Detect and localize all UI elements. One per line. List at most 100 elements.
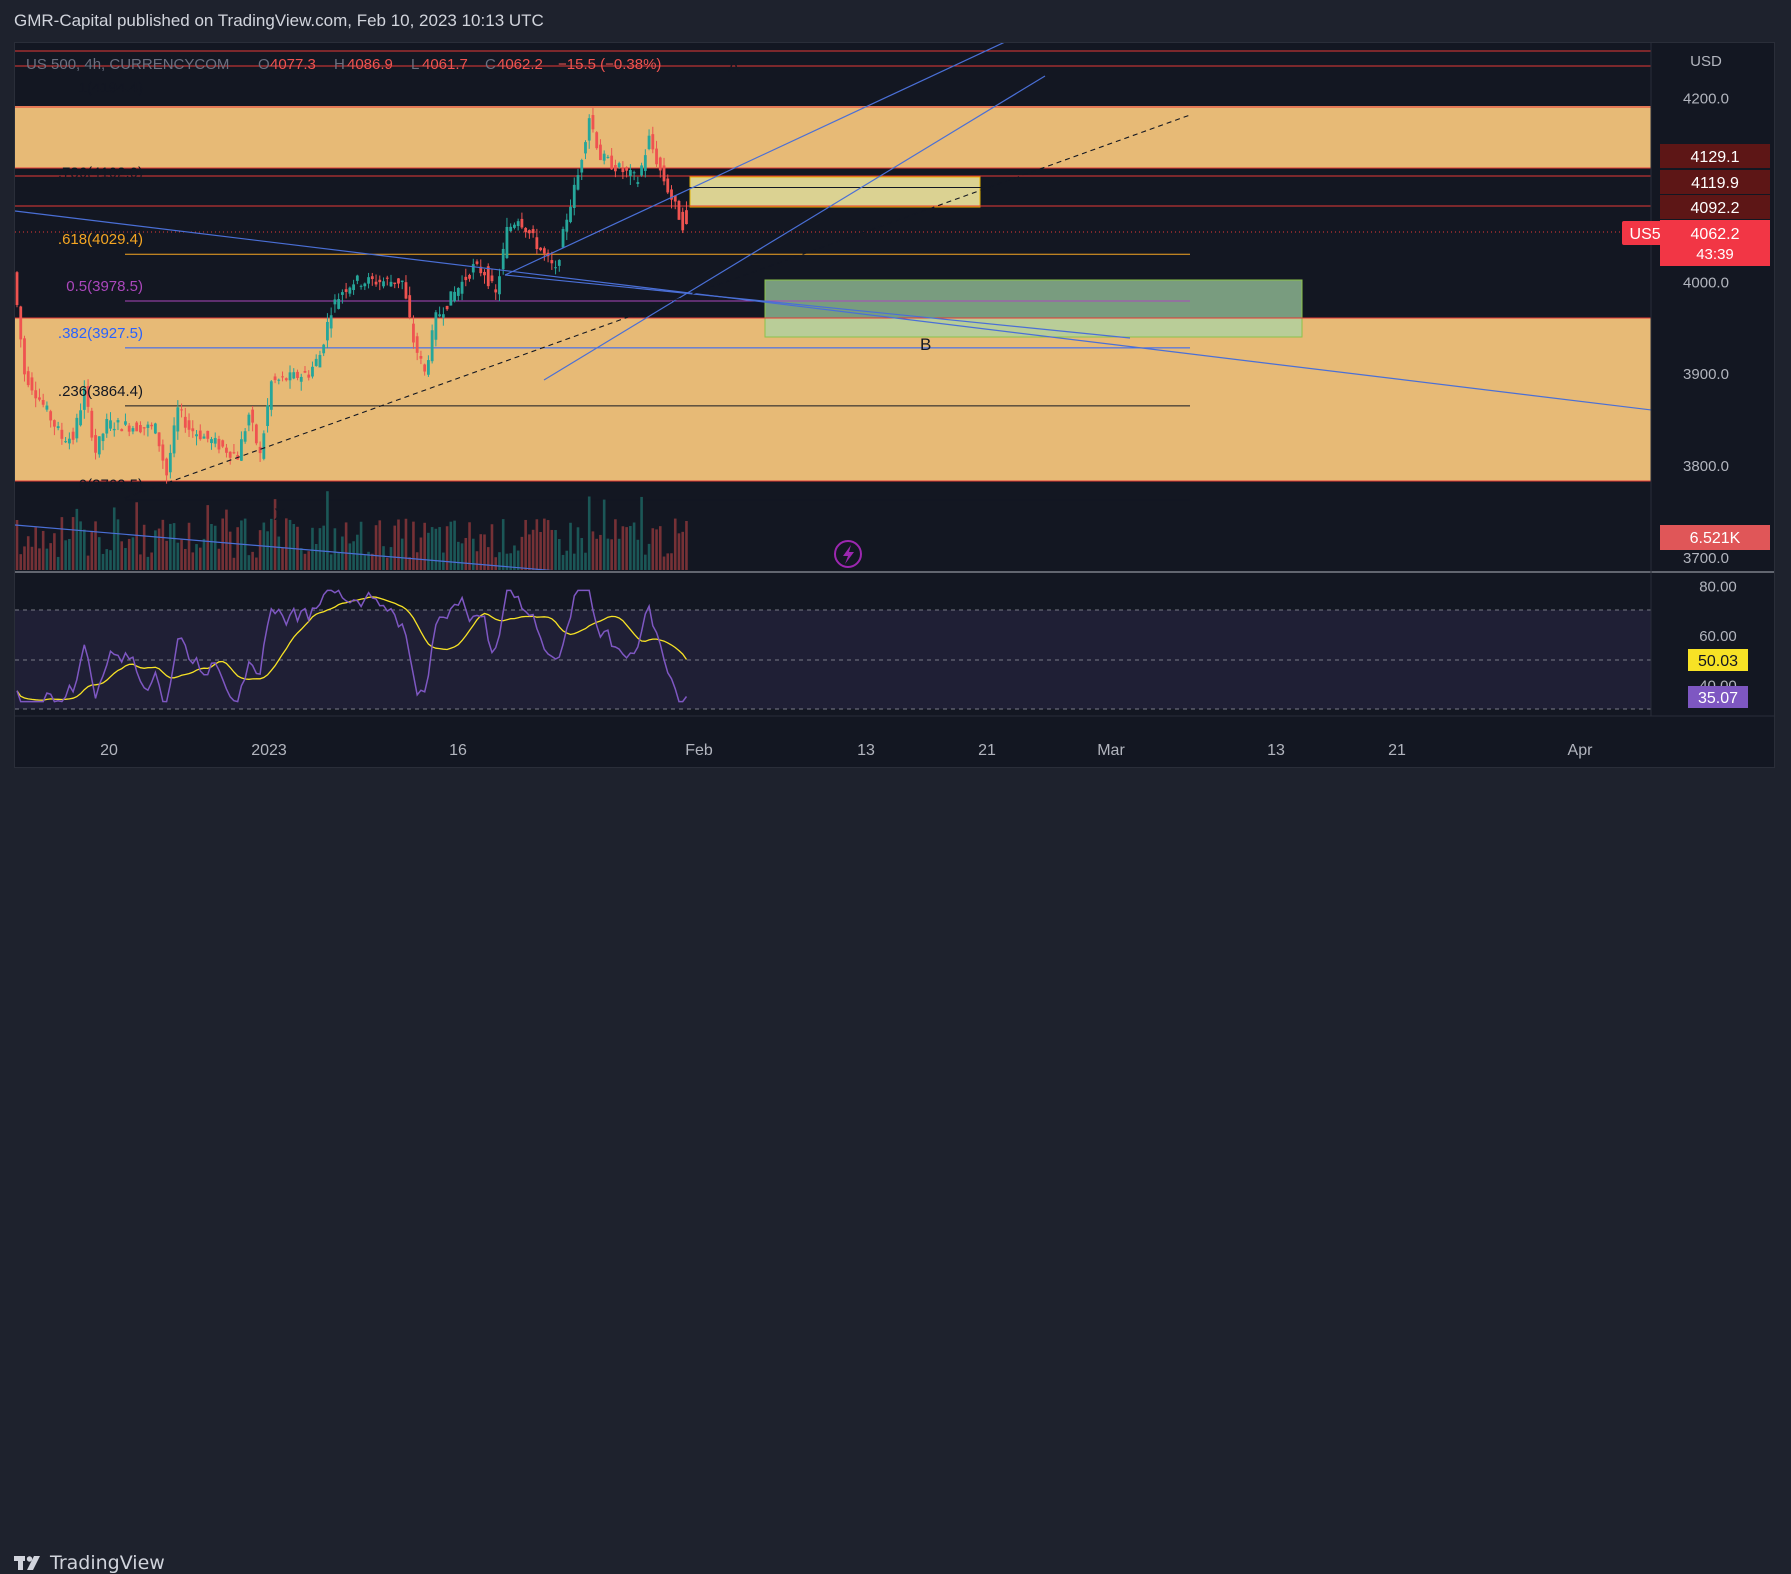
candle-body[interactable] [109, 420, 112, 429]
candle-body[interactable] [468, 274, 471, 279]
candle-body[interactable] [572, 184, 576, 208]
candle-body[interactable] [625, 167, 629, 171]
candle-body[interactable] [430, 330, 434, 362]
candle-body[interactable] [471, 264, 475, 273]
candle-body[interactable] [490, 275, 494, 282]
candle-body[interactable] [408, 295, 412, 318]
candle-body[interactable] [677, 200, 681, 220]
candle-body[interactable] [643, 155, 647, 171]
candle-body[interactable] [400, 280, 404, 282]
candle-body[interactable] [561, 229, 565, 248]
candle-body[interactable] [243, 431, 247, 442]
candle-body[interactable] [647, 135, 651, 150]
candle-body[interactable] [636, 182, 640, 184]
candle-body[interactable] [206, 430, 210, 439]
candle-body[interactable] [296, 371, 299, 378]
candle-body[interactable] [101, 433, 105, 442]
candle-body[interactable] [112, 428, 116, 431]
candle-body[interactable] [172, 425, 176, 454]
candle-body[interactable] [34, 390, 38, 399]
candlestick-series[interactable] [15, 108, 688, 484]
candle-body[interactable] [449, 291, 453, 306]
candle-body[interactable] [82, 388, 86, 410]
candle-body[interactable] [41, 399, 45, 405]
candle-body[interactable] [681, 211, 685, 231]
candle-body[interactable] [673, 195, 677, 202]
candle-body[interactable] [266, 405, 269, 427]
candle-body[interactable] [527, 230, 531, 234]
candle-body[interactable] [539, 247, 542, 251]
candle-body[interactable] [326, 321, 329, 341]
candle-body[interactable] [232, 452, 236, 454]
candle-body[interactable] [640, 165, 643, 176]
candle-body[interactable] [486, 266, 490, 287]
candle-body[interactable] [580, 159, 584, 173]
candle-body[interactable] [329, 315, 333, 329]
candle-body[interactable] [602, 153, 606, 161]
candle-body[interactable] [168, 452, 172, 473]
candle-body[interactable] [56, 426, 60, 429]
candle-body[interactable] [97, 436, 101, 455]
candle-body[interactable] [116, 420, 120, 423]
candle-body[interactable] [352, 284, 355, 291]
candle-body[interactable] [258, 446, 262, 454]
candle-body[interactable] [412, 323, 415, 343]
candle-body[interactable] [240, 439, 243, 461]
candle-body[interactable] [322, 344, 326, 354]
candle-body[interactable] [146, 424, 150, 428]
candle-body[interactable] [64, 441, 68, 443]
candle-body[interactable] [165, 458, 168, 476]
candle-body[interactable] [632, 172, 636, 174]
candle-body[interactable] [662, 165, 666, 182]
candle-body[interactable] [124, 421, 127, 425]
candle-body[interactable] [120, 429, 124, 432]
candle-body[interactable] [75, 417, 79, 439]
candle-body[interactable] [288, 372, 292, 381]
candle-body[interactable] [513, 224, 516, 228]
candle-body[interactable] [614, 165, 617, 172]
candle-body[interactable] [135, 422, 139, 432]
candle-body[interactable] [67, 438, 71, 444]
candle-body[interactable] [359, 285, 363, 287]
price-chart[interactable]: 1(4194.4) .786(4102.0) .618(4029.4) 0.5(397… [15, 43, 1774, 767]
lower-trendline[interactable] [15, 524, 640, 578]
channel-upper-line[interactable] [504, 43, 1005, 276]
candle-body[interactable] [94, 435, 97, 453]
candle-body[interactable] [333, 299, 337, 305]
candle-body[interactable] [71, 431, 75, 440]
candle-body[interactable] [370, 276, 374, 280]
candle-body[interactable] [49, 411, 53, 421]
candle-body[interactable] [367, 277, 370, 284]
candle-body[interactable] [105, 418, 109, 434]
candle-body[interactable] [19, 306, 23, 340]
candle-body[interactable] [670, 189, 673, 200]
candle-body[interactable] [385, 277, 389, 279]
candle-body[interactable] [161, 444, 165, 461]
candle-body[interactable] [53, 420, 56, 427]
candle-body[interactable] [617, 163, 621, 168]
candle-body[interactable] [587, 118, 591, 141]
green-box[interactable] [764, 279, 1303, 338]
candle-body[interactable] [576, 175, 580, 190]
candle-body[interactable] [464, 276, 468, 281]
candle-body[interactable] [554, 267, 557, 269]
candle-body[interactable] [479, 266, 483, 274]
legend-symbol[interactable]: US 500, 4h, CURRENCYCOM [26, 56, 229, 73]
candle-body[interactable] [524, 227, 528, 233]
candle-body[interactable] [273, 376, 277, 381]
candle-body[interactable] [557, 260, 561, 266]
candle-body[interactable] [389, 281, 393, 287]
candle-body[interactable] [90, 410, 94, 438]
rsi-pane[interactable] [15, 574, 1651, 714]
candle-body[interactable] [131, 428, 135, 432]
demand-zone[interactable] [15, 318, 1651, 481]
candle-body[interactable] [277, 379, 281, 381]
tradingview-logo[interactable]: TradingView [14, 1552, 165, 1574]
candle-body[interactable] [382, 281, 385, 287]
candle-body[interactable] [456, 288, 460, 296]
candle-body[interactable] [176, 407, 180, 432]
candle-body[interactable] [299, 376, 303, 382]
candle-body[interactable] [427, 360, 430, 375]
candle-body[interactable] [483, 271, 486, 276]
candle-body[interactable] [262, 433, 266, 459]
